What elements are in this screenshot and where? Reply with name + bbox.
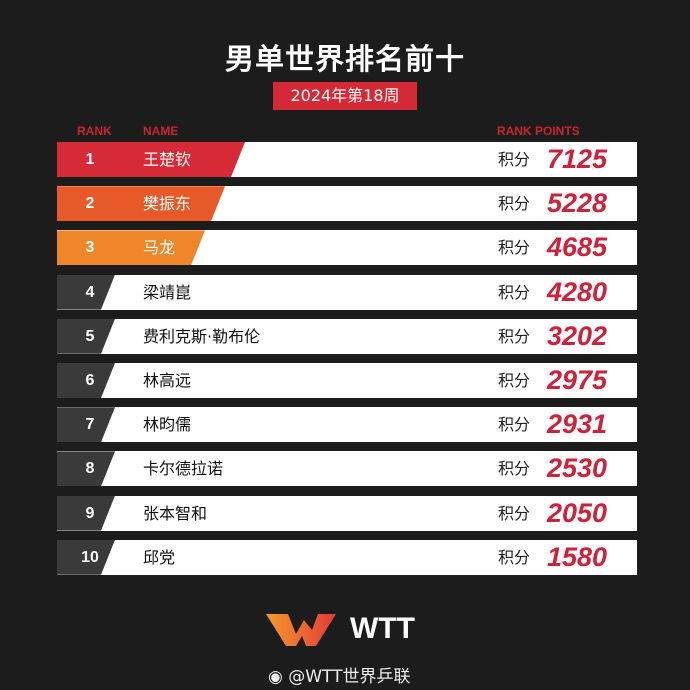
rank-number: 7 <box>85 416 95 434</box>
points-value: 5228 <box>547 188 608 219</box>
rank-block <box>57 230 205 265</box>
player-name: 费利克斯·勒布伦 <box>143 326 261 346</box>
wtt-logo-text: WTT <box>350 612 415 645</box>
points-value: 7125 <box>547 144 608 174</box>
points-value: 2975 <box>547 365 608 395</box>
player-name: 林高远 <box>143 371 192 390</box>
ranking-row: 8 卡尔德拉诺 积分 2530 <box>57 451 637 487</box>
ranking-row: 5 费利克斯·勒布伦 积分 3202 <box>57 318 637 354</box>
rank-number: 4 <box>85 283 95 301</box>
ranking-row: 4 梁靖崑 积分 4280 <box>57 274 637 310</box>
player-name: 卡尔德拉诺 <box>143 459 224 479</box>
page-title: 男单世界排名前十 <box>224 42 465 76</box>
rank-number: 6 <box>85 372 95 389</box>
points-label: 积分 <box>498 238 531 258</box>
points-label: 积分 <box>498 415 531 435</box>
ranking-row: 9 张本智和 积分 2050 <box>57 495 637 531</box>
header-rank: RANK <box>77 124 112 138</box>
rank-number: 1 <box>85 151 95 168</box>
weibo-icon: ◉ <box>268 667 289 687</box>
points-label: 积分 <box>498 194 531 214</box>
player-name: 张本智和 <box>143 503 208 523</box>
points-label: 积分 <box>498 282 531 302</box>
rank-number: 8 <box>85 460 95 478</box>
points-value: 4280 <box>547 276 608 307</box>
player-name: 邱党 <box>143 547 176 567</box>
points-value: 2050 <box>547 497 608 528</box>
rank-block <box>57 142 245 177</box>
player-name: 樊振东 <box>143 194 192 214</box>
points-label: 积分 <box>498 503 531 523</box>
points-label: 积分 <box>498 371 531 390</box>
ranking-row: 3 马龙 积分 4685 <box>57 230 637 266</box>
points-value: 2931 <box>547 409 608 440</box>
week-badge: 2024年第18周 <box>273 82 417 110</box>
rank-number: 3 <box>85 239 95 257</box>
rank-number: 10 <box>81 548 99 566</box>
player-name: 林昀儒 <box>143 415 192 435</box>
wtt-logo-icon <box>266 614 336 646</box>
ranking-row: 2 樊振东 积分 5228 <box>57 186 637 222</box>
ranking-row: 10 邱党 积分 1580 <box>57 539 637 575</box>
rank-number: 2 <box>85 195 95 213</box>
weibo-handle: ◉ @WTT世界乒联 <box>268 662 411 687</box>
points-value: 1580 <box>547 541 608 572</box>
points-label: 积分 <box>498 459 531 479</box>
ranking-row: 7 林昀儒 积分 2931 <box>57 407 637 443</box>
weibo-handle-text: @WTT世界乒联 <box>288 667 411 687</box>
points-value: 4685 <box>547 232 608 263</box>
ranking-row: 6 林高远 积分 2975 <box>57 363 637 398</box>
player-name: 梁靖崑 <box>143 282 192 302</box>
points-label: 积分 <box>498 547 531 567</box>
ranking-row: 1 王楚钦 积分 7125 <box>57 142 637 177</box>
points-label: 积分 <box>498 150 531 169</box>
rank-block <box>57 186 225 221</box>
rank-number: 5 <box>85 327 95 345</box>
points-value: 3202 <box>547 320 608 351</box>
player-name: 王楚钦 <box>143 150 192 169</box>
points-value: 2530 <box>547 453 608 484</box>
rank-number: 9 <box>85 504 95 522</box>
player-name: 马龙 <box>143 238 176 258</box>
header-name: NAME <box>143 124 179 138</box>
header-points: RANK POINTS <box>497 124 580 138</box>
points-label: 积分 <box>498 326 531 346</box>
